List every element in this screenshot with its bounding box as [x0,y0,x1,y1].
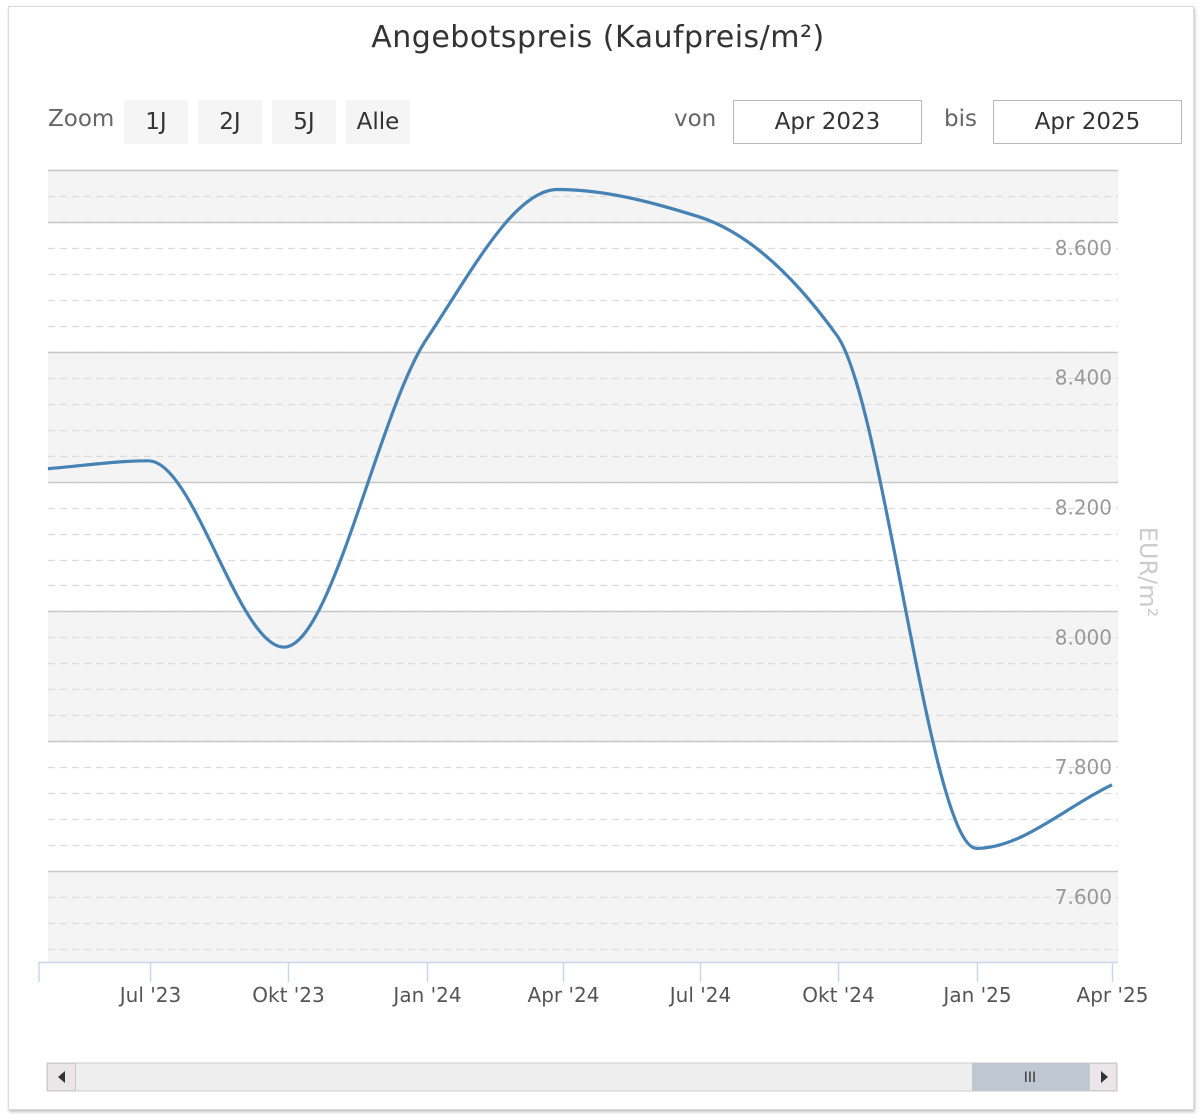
x-tick-label: Apr '25 [1077,983,1149,1007]
to-label: bis [944,106,977,132]
x-tick-label: Okt '24 [802,983,874,1007]
x-tick-label: Okt '23 [252,983,324,1007]
zoom-5y-button[interactable]: 5J [272,100,336,144]
y-tick-label: 8.600 [1055,236,1112,260]
alternate-bands [48,170,1118,962]
y-tick-label: 7.800 [1055,755,1112,779]
plot-band [48,351,1118,482]
from-date-input[interactable] [733,100,922,144]
y-axis-title: EUR/m² [1134,527,1162,618]
series-line [47,187,1113,850]
x-tick-label: Jul '23 [118,983,181,1007]
x-tick-label: Jan '25 [941,983,1011,1007]
from-label: von [674,106,717,132]
to-date-input[interactable] [993,100,1182,144]
major-grid [48,169,1118,873]
scrollbar-grip: III [1024,1070,1036,1086]
y-tick-label: 8.200 [1055,496,1112,520]
x-tick-label: Apr '24 [528,983,600,1007]
arrow-right-icon [1101,1071,1108,1083]
chart-title: Angebotspreis (Kaufpreis/m²) [371,20,825,55]
scrollbar-track[interactable] [46,1062,1118,1092]
series [47,187,1113,850]
zoom-all-button[interactable]: Alle [346,100,410,144]
plot-band [48,871,1118,962]
plot-band [48,611,1118,742]
scrollbar-thumb[interactable] [972,1063,1090,1091]
y-tick-label: 8.000 [1055,625,1112,649]
scroll-left-button[interactable] [47,1063,76,1091]
x-axis: Jul '23 Okt '23 Jan '24 Apr '24 Jul '24 Okt '… [38,961,1149,1007]
zoom-1y-button[interactable]: 1J [124,100,188,144]
zoom-label: Zoom [48,106,115,132]
zoom-2y-button[interactable]: 2J [198,100,262,144]
y-tick-label: 8.400 [1055,366,1112,390]
y-axis-tick-labels: 7.600 7.800 8.000 8.200 8.400 8.600 [1055,236,1112,909]
x-tick-label: Jul '24 [668,983,731,1007]
arrow-left-icon [58,1071,65,1083]
x-tick-label: Jan '24 [391,983,461,1007]
minor-grid [48,195,1118,951]
y-tick-label: 7.600 [1055,885,1112,909]
